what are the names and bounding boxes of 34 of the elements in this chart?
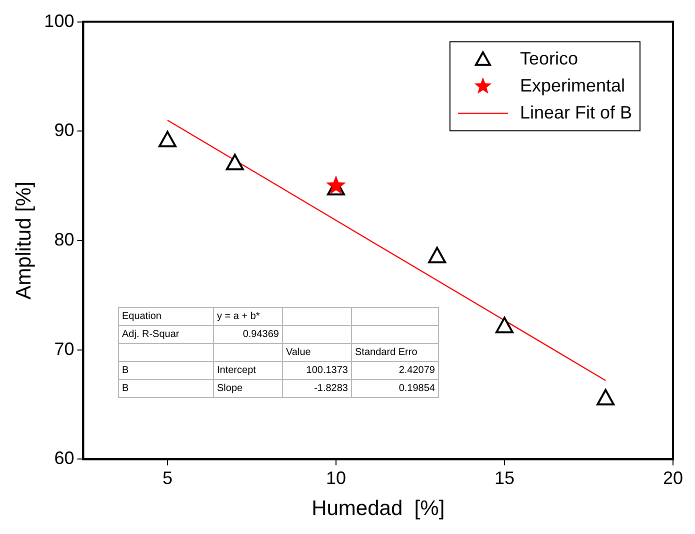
- annotation: Value: [282, 344, 352, 362]
- y-tick-label: 90: [54, 120, 74, 140]
- y-tick-label: 70: [54, 338, 74, 359]
- legend-label: Linear Fit of B: [520, 102, 632, 122]
- point: [428, 246, 446, 264]
- y-tick-label: 80: [54, 229, 74, 250]
- point: [226, 154, 244, 170]
- annotation: 0.19854: [352, 380, 438, 398]
- point: [158, 130, 176, 148]
- legend-label: Experimental: [520, 75, 625, 96]
- annotation: -1.8283: [282, 380, 352, 398]
- y-tick-label: 100: [44, 10, 74, 31]
- y-tick-label: 60: [54, 448, 74, 468]
- annotation: Slope: [214, 380, 282, 398]
- x-tick-label: 20: [662, 468, 684, 488]
- point: [495, 316, 514, 334]
- x-axis-title: Humedad [%]: [312, 497, 445, 520]
- y-axis-title: Amplitud [%]: [12, 182, 36, 300]
- point: [596, 388, 615, 406]
- x-tick-label: 15: [494, 468, 515, 488]
- annotation: B: [118, 380, 214, 398]
- x-tick-label: 5: [162, 468, 172, 488]
- annotation: 0.94369: [214, 326, 282, 344]
- x-tick-label: 10: [326, 468, 346, 488]
- point: [326, 175, 346, 194]
- annotation: y = a + b*: [214, 308, 282, 326]
- annotation: 2.42079: [352, 362, 438, 380]
- annotation: Equation: [118, 308, 214, 326]
- annotation: Standard Erro: [352, 344, 438, 362]
- annotation: 100.1373: [282, 362, 352, 380]
- legend-label: Teorico: [520, 48, 578, 68]
- annotation: B: [118, 362, 214, 380]
- annotation: Adj. R-Squar: [118, 326, 214, 344]
- annotation: Intercept: [214, 362, 282, 380]
